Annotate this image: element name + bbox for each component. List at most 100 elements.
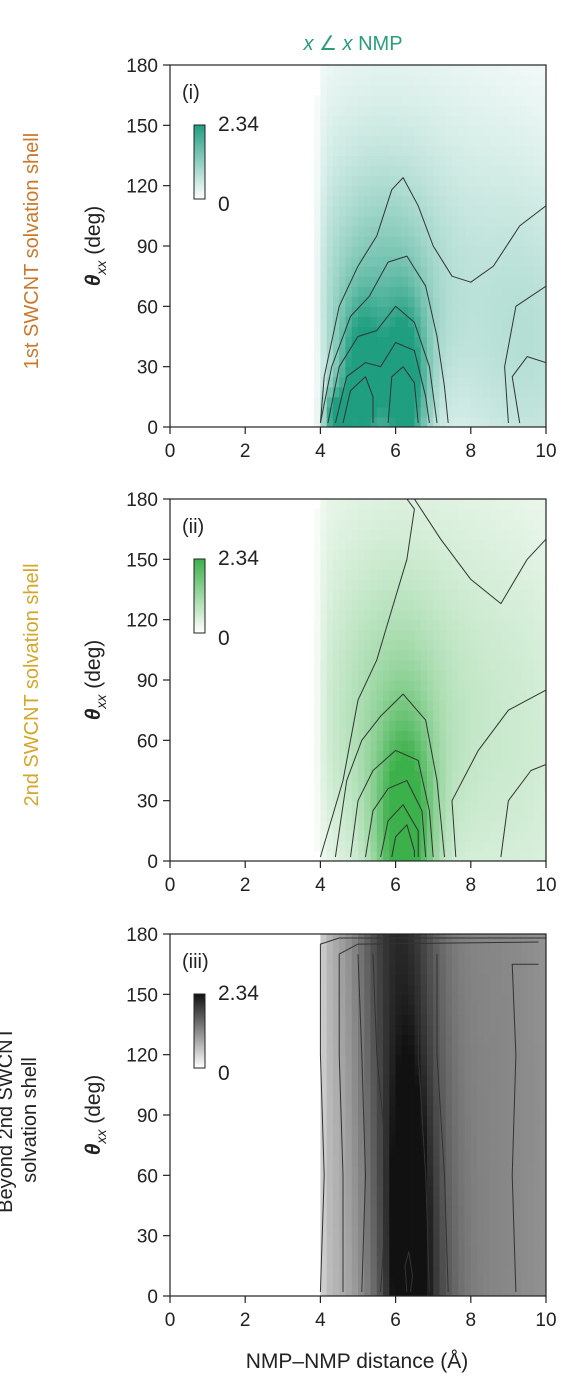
heatmap-cell xyxy=(439,750,447,762)
heatmap-cell xyxy=(452,549,459,560)
heatmap-cell xyxy=(433,680,441,691)
heatmap-cell xyxy=(483,145,491,157)
heatmap-cell xyxy=(527,1245,535,1257)
heatmap-cell xyxy=(332,690,340,701)
heatmap-cell xyxy=(414,115,422,126)
heatmap-cell xyxy=(339,316,347,328)
heatmap-cell xyxy=(452,589,459,601)
heatmap-cell xyxy=(395,964,403,975)
heatmap-cell xyxy=(370,145,378,157)
heatmap-cell xyxy=(376,1115,384,1126)
heatmap-cell xyxy=(520,499,528,510)
heatmap-cell xyxy=(477,1084,484,1096)
heatmap-cell xyxy=(420,649,428,661)
heatmap-cell xyxy=(483,1205,491,1217)
heatmap-cell xyxy=(376,1235,384,1247)
heatmap-cell xyxy=(414,135,422,147)
heatmap-cell xyxy=(401,266,409,277)
heatmap-cell xyxy=(326,760,334,772)
heatmap-cell xyxy=(351,1235,359,1247)
heatmap-cell xyxy=(326,549,334,560)
heatmap-cell xyxy=(420,256,428,267)
heatmap-cell xyxy=(508,165,516,177)
heatmap-cell xyxy=(458,165,466,177)
heatmap-cell xyxy=(395,215,403,227)
heatmap-cell xyxy=(339,165,347,177)
heatmap-cell xyxy=(477,599,484,611)
heatmap-cell xyxy=(539,1205,546,1217)
heatmap-cell xyxy=(345,780,353,792)
heatmap-cell xyxy=(508,1054,516,1066)
heatmap-cell xyxy=(483,1024,491,1036)
heatmap-cell xyxy=(420,994,428,1005)
heatmap-cell xyxy=(314,649,321,661)
heatmap-cell xyxy=(470,1034,478,1046)
heatmap-cell xyxy=(452,235,459,247)
heatmap-cell xyxy=(326,659,334,671)
heatmap-cell xyxy=(495,1195,503,1207)
heatmap-cell xyxy=(326,770,334,782)
heatmap-cell xyxy=(383,1215,390,1227)
heatmap-cell xyxy=(520,730,528,741)
heatmap-cell xyxy=(464,509,472,520)
heatmap-cell xyxy=(483,95,491,106)
heatmap-cell xyxy=(458,1145,466,1156)
heatmap-cell xyxy=(332,276,340,287)
heatmap-cell xyxy=(439,1265,447,1277)
heatmap-cell xyxy=(395,984,403,995)
heatmap-cell xyxy=(376,549,384,560)
heatmap-cell xyxy=(345,205,353,217)
heatmap-cell xyxy=(414,75,422,86)
heatmap-cell xyxy=(370,800,378,812)
heatmap-cell xyxy=(452,770,459,782)
heatmap-cell xyxy=(439,1165,447,1176)
heatmap-cell xyxy=(345,549,353,560)
heatmap-cell xyxy=(483,800,491,812)
heatmap-cell xyxy=(370,346,378,358)
heatmap-cell xyxy=(332,539,340,550)
heatmap-cell xyxy=(414,529,422,540)
heatmap-cell xyxy=(464,820,472,832)
contour-line xyxy=(327,305,438,424)
heatmap-cell xyxy=(452,1145,459,1156)
heatmap-cell xyxy=(408,954,415,965)
heatmap-cell xyxy=(514,770,522,782)
heatmap-cell xyxy=(376,820,384,832)
heatmap-cell xyxy=(320,579,328,591)
heatmap-cell xyxy=(420,700,428,711)
heatmap-cell xyxy=(489,964,497,975)
heatmap-cell xyxy=(508,115,516,126)
heatmap-cell xyxy=(502,1205,509,1217)
heatmap-cell xyxy=(364,790,372,802)
heatmap-cell xyxy=(495,599,503,611)
heatmap-cell xyxy=(426,669,434,681)
heatmap-cell xyxy=(426,830,434,842)
heatmap-cell xyxy=(445,306,453,317)
heatmap-cell xyxy=(326,710,334,721)
heatmap-cell xyxy=(351,549,359,560)
heatmap-cell xyxy=(370,934,378,945)
heatmap-cell xyxy=(439,659,447,671)
heatmap-cell xyxy=(383,790,390,802)
heatmap-cell xyxy=(483,376,491,388)
heatmap-cell xyxy=(332,1135,340,1146)
heatmap-cell xyxy=(326,974,334,985)
heatmap-cell xyxy=(502,396,509,408)
heatmap-cell xyxy=(470,1155,478,1166)
heatmap-cell xyxy=(452,165,459,177)
heatmap-cell xyxy=(345,256,353,267)
heatmap-cell xyxy=(514,509,522,520)
heatmap-cell xyxy=(483,1145,491,1156)
heatmap-cell xyxy=(483,105,491,116)
heatmap-cell xyxy=(351,215,359,227)
heatmap-cell xyxy=(489,760,497,772)
heatmap-cell xyxy=(458,830,466,842)
heatmap-cell xyxy=(320,396,328,408)
heatmap-cell xyxy=(477,639,484,651)
heatmap-cell xyxy=(439,336,447,348)
heatmap-cell xyxy=(420,1225,428,1237)
heatmap-cell xyxy=(533,1265,541,1277)
heatmap-cell xyxy=(539,509,546,520)
heatmap-cell xyxy=(464,225,472,237)
heatmap-cell xyxy=(477,850,484,861)
